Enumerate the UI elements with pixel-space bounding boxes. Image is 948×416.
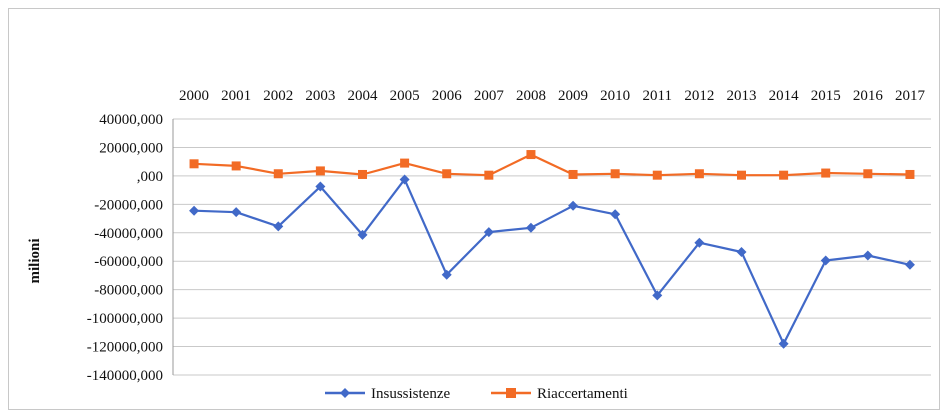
data-point-insussistenze — [525, 222, 536, 233]
data-point-riaccertamenti — [315, 166, 325, 176]
y-axis: 40000,000 20000,000 ,000 -20000,000 -40000,0… — [87, 112, 174, 384]
line-chart: 40000,000 20000,000 ,000 -20000,000 -40000,0… — [27, 88, 931, 402]
series-line-insussistenze — [194, 178, 911, 345]
y-tick-label: -40000,000 — [94, 226, 163, 242]
x-tick-label: 2011 — [643, 88, 672, 104]
x-axis: 2000 2001 2002 2003 2004 2005 2006 2007 2008 2009… — [179, 88, 925, 104]
legend-label-riaccertamenti: Riaccertamenti — [537, 386, 628, 402]
x-tick-label: 2001 — [221, 88, 251, 104]
data-point-riaccertamenti — [737, 170, 746, 180]
x-tick-label: 2013 — [727, 88, 757, 104]
data-point-riaccertamenti — [863, 169, 873, 179]
series-riaccertamenti — [189, 150, 915, 180]
data-point-riaccertamenti — [273, 169, 283, 179]
data-point-insussistenze — [610, 209, 621, 220]
x-tick-label: 2005 — [390, 88, 420, 104]
data-point-insussistenze — [820, 255, 831, 266]
y-tick-label: ,000 — [137, 169, 163, 185]
data-point-riaccertamenti — [610, 169, 620, 179]
x-tick-label: 2003 — [305, 88, 335, 104]
x-tick-label: 2007 — [474, 88, 505, 104]
legend: Insussistenze Riaccertamenti — [325, 386, 628, 402]
data-point-riaccertamenti — [231, 161, 241, 171]
legend-label-insussistenze: Insussistenze — [371, 386, 450, 402]
data-point-insussistenze — [315, 181, 326, 192]
y-tick-label: -120000,000 — [87, 340, 163, 356]
legend-marker-riaccertamenti — [506, 388, 516, 398]
series-line-riaccertamenti — [194, 153, 910, 177]
data-point-insussistenze — [399, 174, 410, 185]
x-tick-label: 2004 — [348, 88, 379, 104]
data-point-insussistenze — [483, 227, 494, 238]
x-tick-label: 2017 — [895, 88, 926, 104]
data-point-riaccertamenti — [568, 169, 578, 179]
data-point-insussistenze — [189, 205, 200, 216]
x-tick-label: 2009 — [558, 88, 588, 104]
data-point-insussistenze — [273, 221, 284, 232]
y-tick-label: -100000,000 — [87, 311, 163, 327]
y-tick-label: -80000,000 — [94, 283, 163, 299]
series-layer — [189, 150, 915, 349]
data-point-insussistenze — [778, 338, 789, 349]
x-tick-label: 2008 — [516, 88, 546, 104]
data-point-insussistenze — [441, 269, 452, 280]
legend-marker-insussistenze — [340, 388, 350, 398]
data-point-insussistenze — [736, 246, 747, 257]
data-point-insussistenze — [568, 200, 579, 211]
x-tick-label: 2015 — [811, 88, 841, 104]
data-point-riaccertamenti — [821, 168, 831, 178]
data-point-insussistenze — [357, 229, 368, 240]
x-tick-label: 2002 — [263, 88, 293, 104]
x-tick-label: 2016 — [853, 88, 884, 104]
y-axis-label: milioni — [27, 238, 43, 283]
y-tick-label: -20000,000 — [94, 197, 163, 213]
data-point-riaccertamenti — [484, 170, 494, 180]
y-tick-label: -140000,000 — [87, 368, 163, 384]
data-point-riaccertamenti — [400, 158, 410, 168]
data-point-riaccertamenti — [652, 170, 662, 180]
data-point-riaccertamenti — [358, 169, 367, 179]
data-point-riaccertamenti — [526, 150, 536, 160]
data-point-insussistenze — [904, 259, 915, 270]
x-tick-label: 2000 — [179, 88, 209, 104]
y-tick-label: 40000,000 — [99, 112, 163, 128]
series-insussistenze — [189, 174, 915, 349]
data-point-riaccertamenti — [905, 169, 915, 179]
data-point-riaccertamenti — [694, 169, 704, 179]
x-tick-label: 2014 — [769, 88, 800, 104]
data-point-insussistenze — [694, 237, 705, 248]
x-tick-label: 2010 — [600, 88, 630, 104]
data-point-riaccertamenti — [189, 159, 199, 169]
y-tick-label: -60000,000 — [94, 254, 163, 270]
x-tick-label: 2012 — [684, 88, 714, 104]
x-tick-label: 2006 — [432, 88, 463, 104]
gridlines — [173, 118, 931, 376]
data-point-insussistenze — [862, 250, 873, 261]
data-point-riaccertamenti — [442, 169, 452, 179]
chart-frame: 40000,000 20000,000 ,000 -20000,000 -40000,0… — [8, 8, 940, 410]
data-point-riaccertamenti — [779, 170, 789, 180]
data-point-insussistenze — [231, 207, 242, 218]
y-tick-label: 20000,000 — [99, 140, 163, 156]
data-point-insussistenze — [652, 290, 663, 301]
